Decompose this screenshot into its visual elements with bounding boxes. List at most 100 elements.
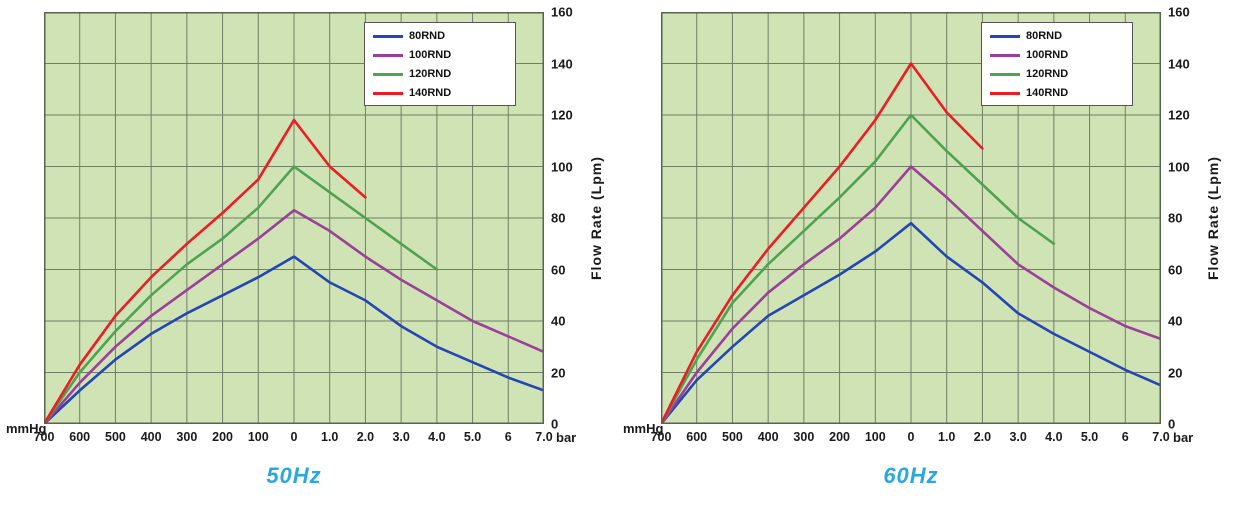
x-tick-label: 6 <box>1121 430 1129 444</box>
x-axis-ticks: 700 600 500 400 300 200 100 0 1.0 2.0 3.0 4.0 5.0 6 7.… <box>651 427 1170 453</box>
legend-label: 120RND <box>409 68 452 80</box>
x-axis-ticks: 700 600 500 400 300 200 100 0 1.0 2.0 3.0 4.0 5.0 6 7.… <box>34 427 553 453</box>
y-tick-label: 20 <box>1168 365 1183 380</box>
chart-title-50hz: 50Hz <box>266 463 322 488</box>
x-tick-label: 700 <box>33 430 55 444</box>
series-line-80rnd <box>44 255 544 424</box>
legend-item-120rnd: 120RND <box>990 68 1124 80</box>
x-tick-label: 100 <box>247 430 269 444</box>
x-tick-label: 400 <box>140 430 162 444</box>
x-tick-label: 100 <box>864 430 886 444</box>
legend-item-80rnd: 80RND <box>373 30 507 42</box>
legend-line-swatch <box>990 53 1020 57</box>
legend-line-swatch <box>373 53 403 57</box>
x-tick-label: 3.0 <box>392 430 410 444</box>
y-axis-ticks: 0 20 40 60 80 100 120 140 160 <box>544 5 584 432</box>
legend-item-140rnd: 140RND <box>373 87 507 99</box>
y-tick-label: 0 <box>1168 416 1176 432</box>
y-tick-label: 20 <box>551 365 566 380</box>
legend-label: 140RND <box>1026 87 1069 99</box>
x-axis: mmHg 700 600 500 400 300 200 100 0 1.0 2.0 3.0 4.0 5… <box>0 421 617 453</box>
y-tick-label: 60 <box>1168 262 1183 277</box>
y-axis-ticks: 0 20 40 60 80 100 120 140 160 <box>1161 5 1201 432</box>
series-line-140rnd <box>661 62 984 424</box>
x-tick-label: 700 <box>650 430 672 444</box>
x-tick-label: 2.0 <box>356 430 375 444</box>
legend-item-80rnd: 80RND <box>990 30 1124 42</box>
x-tick-label: 600 <box>69 430 91 444</box>
legend-item-140rnd: 140RND <box>990 87 1124 99</box>
x-tick-label: 300 <box>176 430 198 444</box>
legend-label: 100RND <box>1026 49 1069 61</box>
y-axis-title: Flow Rate (Lpm) <box>1205 156 1221 280</box>
legend-label: 80RND <box>1026 30 1063 42</box>
x-axis: mmHg 700 600 500 400 300 200 100 0 1.0 2.0 3.0 4.0 5… <box>617 421 1234 453</box>
x-tick-label: 4.0 <box>428 430 446 444</box>
x-tick-label: 1.0 <box>938 430 956 444</box>
legend-label: 80RND <box>409 30 446 42</box>
y-tick-label: 80 <box>551 210 566 226</box>
y-tick-label: 40 <box>551 313 566 329</box>
chart-60hz: 80RND 100RND 120RND 140RND 0 20 40 60 80 100 120 1… <box>617 5 1234 489</box>
x-tick-label: 500 <box>721 430 743 444</box>
x-tick-label: 1.0 <box>321 430 339 444</box>
legend-label: 120RND <box>1026 68 1069 80</box>
legend-item-100rnd: 100RND <box>990 49 1124 61</box>
series-line-140rnd <box>44 118 367 424</box>
y-tick-label: 100 <box>1168 159 1190 174</box>
y-tick-label: 160 <box>1168 4 1190 20</box>
legend-label: 100RND <box>409 49 452 61</box>
legend-line-swatch <box>373 91 403 95</box>
x-axis-unit-bar: bar <box>556 430 577 445</box>
chart-50hz: 80RND 100RND 120RND 140RND 0 20 40 60 80 100 120 1… <box>0 5 617 489</box>
plot-border <box>661 12 1161 424</box>
y-tick-label: 40 <box>1168 313 1183 329</box>
x-axis-unit-mmhg: mmHg <box>6 421 47 436</box>
y-tick-label: 120 <box>1168 107 1190 123</box>
chart-legend: 80RND 100RND 120RND 140RND <box>981 22 1133 106</box>
x-tick-label: 200 <box>829 430 850 444</box>
series-line-100rnd <box>661 165 1161 424</box>
x-tick-label: 5.0 <box>463 430 482 444</box>
legend-line-swatch <box>373 72 403 76</box>
pump-performance-charts: 80RND 100RND 120RND 140RND 0 20 40 60 80 100 120 1… <box>0 5 1234 489</box>
x-tick-label: 5.0 <box>1080 430 1099 444</box>
x-axis-unit-mmhg: mmHg <box>623 421 664 436</box>
y-tick-label: 60 <box>551 262 566 277</box>
series-line-120rnd <box>661 113 1056 424</box>
legend-line-swatch <box>373 34 403 38</box>
y-tick-label: 120 <box>551 107 573 123</box>
y-tick-label: 140 <box>1168 56 1190 71</box>
y-tick-label: 140 <box>551 56 573 71</box>
x-tick-label: 7.0 <box>535 430 553 444</box>
y-axis-title: Flow Rate (Lpm) <box>588 156 604 280</box>
legend-item-100rnd: 100RND <box>373 49 507 61</box>
legend-label: 140RND <box>409 87 452 99</box>
x-tick-label: 600 <box>686 430 708 444</box>
y-tick-label: 100 <box>551 159 573 174</box>
series-line-120rnd <box>44 165 439 424</box>
legend-line-swatch <box>990 34 1020 38</box>
x-tick-label: 4.0 <box>1045 430 1063 444</box>
x-axis-unit-bar: bar <box>1173 430 1194 445</box>
x-tick-label: 300 <box>793 430 815 444</box>
legend-item-120rnd: 120RND <box>373 68 507 80</box>
x-tick-label: 6 <box>504 430 512 444</box>
y-tick-label: 80 <box>1168 210 1183 226</box>
plot-area: 80RND 100RND 120RND 140RND <box>661 12 1161 424</box>
legend-line-swatch <box>990 91 1020 95</box>
series-line-80rnd <box>661 221 1161 424</box>
plot-row: 80RND 100RND 120RND 140RND 0 20 40 60 80 100 120 1… <box>661 5 1234 432</box>
chart-title-60hz: 60Hz <box>883 463 939 488</box>
chart-legend: 80RND 100RND 120RND 140RND <box>364 22 516 106</box>
x-tick-label: 0 <box>290 430 298 444</box>
x-tick-label: 400 <box>757 430 779 444</box>
y-tick-label: 160 <box>551 4 573 20</box>
legend-line-swatch <box>990 72 1020 76</box>
x-tick-label: 0 <box>907 430 915 444</box>
series-line-100rnd <box>44 209 544 424</box>
plot-row: 80RND 100RND 120RND 140RND 0 20 40 60 80 100 120 1… <box>44 5 617 432</box>
plot-border <box>44 12 544 424</box>
x-tick-label: 2.0 <box>973 430 992 444</box>
y-tick-label: 0 <box>551 416 559 432</box>
